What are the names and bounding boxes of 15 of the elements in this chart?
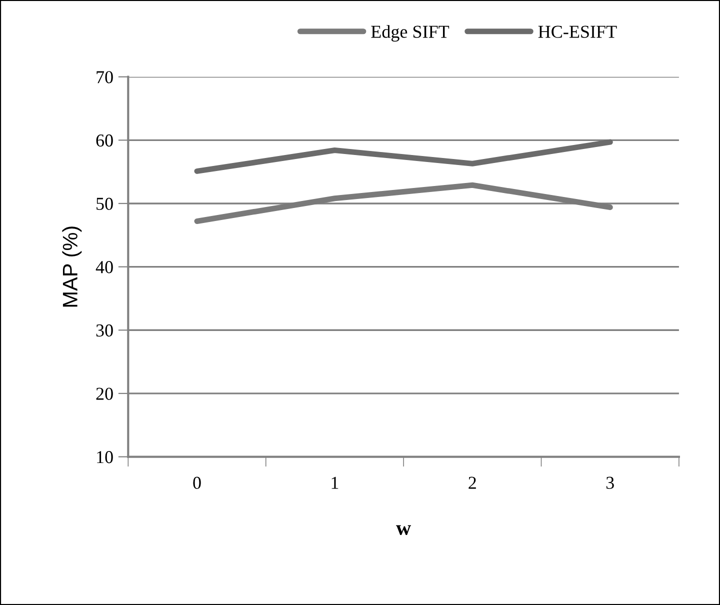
- y-tick-label: 20: [96, 388, 113, 400]
- y-tick-label: 50: [96, 198, 113, 210]
- x-tick-label: 0: [193, 476, 201, 489]
- x-axis-title: w: [396, 525, 411, 536]
- x-tick-label: 2: [468, 476, 476, 489]
- y-tick-label: 70: [96, 71, 113, 84]
- legend-label: Edge SIFT: [371, 25, 450, 42]
- y-tick-label: 60: [96, 134, 113, 147]
- y-tick-label: 10: [97, 451, 113, 464]
- x-tick-label: 3: [606, 476, 614, 489]
- y-axis-title: MAP (%): [62, 226, 82, 307]
- legend-label: HC-ESIFT: [538, 26, 617, 38]
- y-tick-label: 30: [96, 324, 113, 337]
- y-tick-label: 40: [96, 261, 113, 274]
- x-tick-label: 1: [332, 476, 338, 489]
